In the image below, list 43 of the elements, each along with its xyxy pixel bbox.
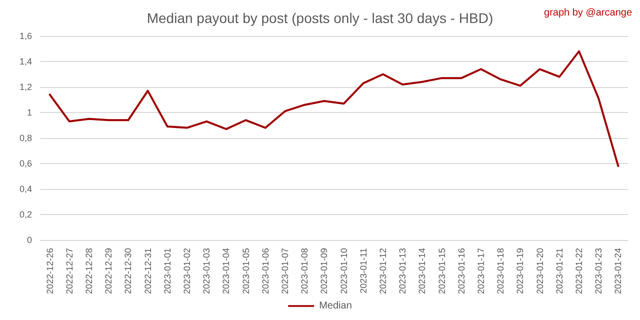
- x-tick-label: 2022-12-28: [84, 248, 94, 294]
- y-tick-label: 0,4: [19, 184, 32, 194]
- x-tick-label: 2023-01-06: [260, 248, 270, 294]
- text: graph by @arcange: [544, 8, 632, 18]
- x-tick-label: 2023-01-04: [221, 248, 232, 294]
- x-tick-label: 2022-12-31: [142, 248, 153, 294]
- chart-title: Median payout by post (posts only - last 30 days - HBD): [146, 10, 494, 26]
- x-tick-label: 2023-01-07: [280, 248, 290, 294]
- x-tick-label: 2022-12-29: [104, 248, 114, 294]
- y-tick-label: 1: [26, 108, 32, 118]
- y-tick-label: 0,6: [19, 158, 32, 168]
- x-tick-label: 2023-01-13: [398, 248, 408, 294]
- y-tick-label: 1,6: [19, 31, 32, 41]
- x-tick-label: 2022-12-30: [123, 248, 134, 294]
- x-tick-label: 2023-01-10: [338, 248, 349, 294]
- x-tick-label: 2023-01-01: [162, 248, 172, 294]
- x-tick-label: 2023-01-05: [240, 248, 251, 294]
- x-tick-label: 2023-01-14: [417, 248, 428, 294]
- y-tick-label: 0: [26, 235, 32, 245]
- x-tick-label: 2022-12-26: [44, 248, 55, 294]
- x-tick-label: 2023-01-18: [496, 248, 506, 294]
- y-tick-label: 0,8: [19, 133, 32, 143]
- x-tick-label: 2023-01-19: [515, 248, 526, 294]
- y-tick-label: 0,2: [19, 210, 32, 220]
- y-tick-label: 1,2: [19, 82, 32, 92]
- x-tick-label: 2023-01-15: [436, 248, 447, 294]
- x-tick-label: 2023-01-20: [534, 248, 545, 294]
- x-tick-label: 2023-01-21: [554, 248, 564, 294]
- y-tick-label: 1,4: [19, 56, 32, 66]
- x-tick-label: 2023-01-24: [613, 248, 624, 294]
- x-tick-label: 2023-01-03: [202, 248, 212, 294]
- x-tick-label: 2023-01-11: [358, 248, 368, 294]
- x-tick-label: 2023-01-09: [319, 248, 330, 294]
- x-tick-label: 2023-01-23: [594, 248, 604, 294]
- x-tick-label: 2023-01-08: [300, 248, 310, 294]
- x-tick-label: 2023-01-16: [456, 248, 466, 294]
- x-tick-label: 2023-01-02: [182, 248, 192, 294]
- x-tick-label: 2023-01-22: [574, 248, 584, 294]
- x-tick-label: 2023-01-17: [476, 248, 486, 294]
- x-tick-label: 2023-01-12: [378, 248, 388, 294]
- x-tick-label: 2022-12-27: [64, 248, 74, 294]
- legend-label: Median: [319, 300, 352, 312]
- line-series: [48, 50, 620, 168]
